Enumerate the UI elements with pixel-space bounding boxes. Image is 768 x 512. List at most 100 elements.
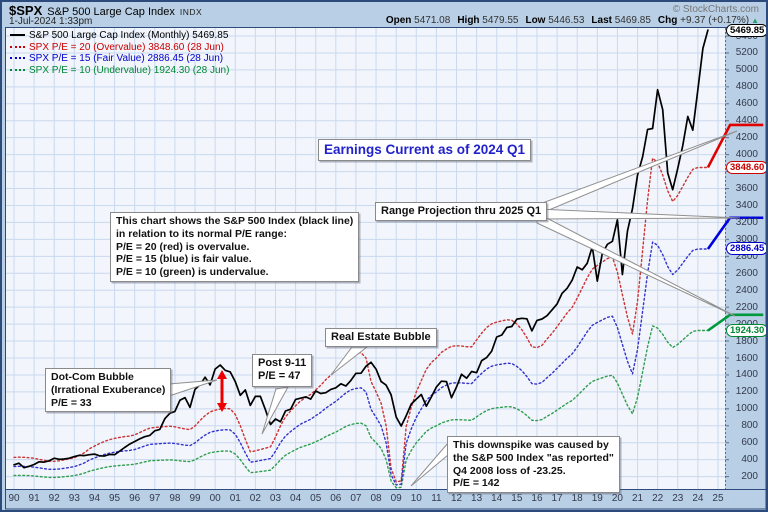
downspike-note: This downspike was caused by the S&P 500 … [447, 436, 620, 494]
pe-info-note: This chart shows the S&P 500 Index (blac… [110, 212, 360, 282]
y-axis-label: 2400 [735, 284, 758, 296]
x-axis-label: 93 [68, 493, 80, 504]
x-axis-label: 02 [249, 493, 261, 504]
quote-label: Last [591, 15, 612, 26]
x-axis-label: 23 [672, 493, 684, 504]
annotation-line: P/E = 20 (red) is overvalue. [116, 240, 250, 253]
y-axis-label: 4800 [735, 81, 758, 93]
x-axis-label: 01 [229, 493, 241, 504]
x-axis-label: 20 [611, 493, 623, 504]
x-axis-label: 09 [390, 493, 402, 504]
y-axis-label: 3200 [735, 216, 758, 228]
x-axis-label: 95 [109, 493, 121, 504]
x-axis-label: 06 [330, 493, 342, 504]
x-axis-label: 15 [511, 493, 523, 504]
quote-value: 5446.53 [545, 15, 585, 26]
y-axis-label: 5000 [735, 64, 758, 76]
annotation-line: This chart shows the S&P 500 Index (blac… [116, 215, 354, 227]
x-axis-label: 00 [209, 493, 221, 504]
quote-label: Chg [657, 15, 678, 26]
annotation-line: P/E = 33 [51, 396, 92, 409]
x-axis-label: 03 [269, 493, 282, 504]
quote-label: Open [385, 15, 412, 26]
change-up-icon: ▲ [751, 16, 759, 25]
legend-text: SPX P/E = 15 (Fair Value) 2886.45 (28 Ju… [29, 53, 224, 64]
post-911-note: Post 9-11 P/E = 47 [252, 354, 313, 387]
dotted-line-icon [10, 57, 25, 59]
x-axis-label: 21 [631, 493, 644, 504]
real-estate-bubble-note: Real Estate Bubble [325, 328, 437, 348]
annotation-line: P/E = 142 [453, 477, 500, 490]
legend-item: SPX P/E = 15 (Fair Value) 2886.45 (28 Ju… [10, 53, 229, 65]
y-axis-label: 4200 [735, 132, 758, 144]
dotted-line-icon [10, 45, 25, 48]
x-axis-label: 04 [290, 493, 302, 504]
y-axis-label: 1200 [735, 386, 758, 398]
annotation-line: P/E = 10 (green) is undervalue. [116, 266, 269, 279]
symbol: $SPX [9, 3, 43, 18]
x-axis-label: 07 [350, 493, 362, 504]
x-axis-label: 17 [551, 493, 563, 504]
x-axis-label: 08 [370, 493, 382, 504]
exchange-label: INDX [179, 7, 203, 17]
legend-item: SPX P/E = 20 (Overvalue) 3848.60 (28 Jun… [10, 42, 229, 54]
y-axis-label: 3400 [735, 199, 758, 211]
x-axis-label: 12 [450, 493, 463, 504]
x-axis-label: 96 [129, 493, 141, 504]
x-axis-label: 14 [491, 493, 503, 504]
annotation-line: (Irrational Exuberance) [51, 383, 166, 396]
y-axis-label: 1000 [735, 403, 758, 415]
quote-value: 5471.08 [411, 15, 451, 26]
legend: S&P 500 Large Cap Index (Monthly) 5469.8… [10, 30, 229, 76]
y-axis-label: 4600 [735, 98, 758, 110]
annotation-line: the S&P 500 Index "as reported" [453, 451, 614, 464]
dotted-line-icon [10, 68, 25, 71]
stockcharts-credit-link[interactable]: © StockCharts.com [672, 4, 759, 15]
earnings-current-note: Earnings Current as of 2024 Q1 [318, 139, 532, 162]
annotation-line: P/E = 47 [258, 370, 301, 383]
annotation-line: This downspike was caused by [453, 439, 609, 451]
x-axis-label: 05 [310, 493, 322, 504]
x-axis-label: 92 [48, 493, 60, 504]
price-tag: 2886.45 [726, 242, 768, 256]
quote-summary: Open 5471.08 High 5479.55 Low 5446.53 Last … [379, 15, 759, 26]
x-axis-label: 22 [652, 493, 664, 504]
price-tag: 5469.85 [726, 23, 768, 37]
y-axis-label: 600 [741, 437, 758, 449]
quote-value: 5469.85 [611, 15, 651, 26]
x-axis-label: 16 [531, 493, 543, 504]
annotation-line: P/E = 15 (blue) is fair value. [116, 253, 252, 266]
x-axis-label: 94 [88, 493, 101, 504]
y-axis-label: 4000 [735, 149, 758, 161]
y-axis-label: 4400 [735, 115, 758, 127]
x-axis-label: 90 [8, 493, 20, 504]
legend-text: SPX P/E = 20 (Overvalue) 3848.60 (28 Jun… [29, 41, 224, 53]
y-axis-label: 400 [741, 454, 758, 466]
annotation-line: Range Projection thru 2025 Q1 [381, 205, 542, 217]
annotation-line: Post 9-11 [258, 357, 307, 369]
x-axis-label: 99 [189, 493, 201, 504]
annotation-line: in relation to its normal P/E range: [116, 227, 287, 240]
y-axis-label: 2200 [735, 301, 758, 313]
x-axis-label: 18 [571, 493, 583, 504]
y-axis-label: 1600 [735, 352, 758, 364]
y-axis-label: 200 [741, 471, 758, 483]
dotcom-bubble-note: Dot-Com Bubble (Irrational Exuberance) P/E… [45, 368, 172, 413]
x-axis-label: 24 [692, 493, 704, 504]
y-axis-label: 2600 [735, 267, 758, 279]
legend-item: S&P 500 Large Cap Index (Monthly) 5469.8… [10, 30, 229, 42]
annotation-line: Q4 2008 loss of -23.25. [453, 464, 566, 477]
legend-text: S&P 500 Large Cap Index (Monthly) 5469.8… [29, 30, 229, 41]
quote-label: Low [525, 15, 546, 26]
annotation-line: Real Estate Bubble [331, 331, 431, 343]
price-tag: 3848.60 [726, 160, 768, 174]
y-axis-label: 1800 [735, 335, 758, 347]
y-axis-label: 1400 [735, 369, 758, 381]
index-name: S&P 500 Large Cap Index [47, 6, 175, 18]
chart-datetime: 1-Jul-2024 1:33pm [9, 15, 93, 27]
price-tag: 1924.30 [726, 324, 768, 338]
legend-text: SPX P/E = 10 (Undervalue) 1924.30 (28 Ju… [29, 64, 230, 76]
y-axis-label: 3600 [735, 183, 758, 195]
quote-value: 5479.55 [479, 15, 519, 26]
